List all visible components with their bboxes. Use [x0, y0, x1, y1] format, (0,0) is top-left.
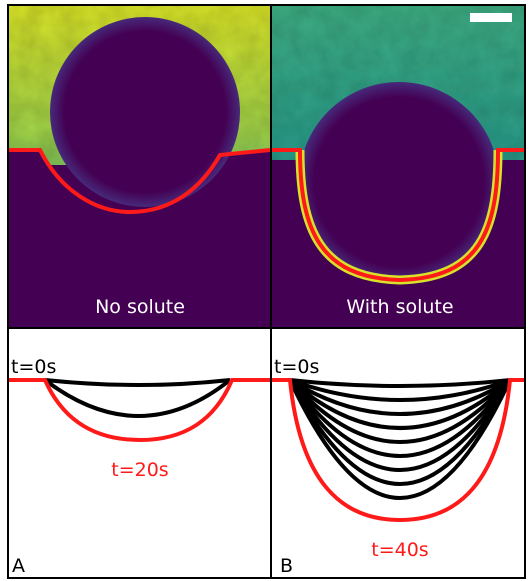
profiles-a [8, 380, 270, 440]
end-label: t=20s [111, 459, 168, 481]
figure: No solute With solute t=0s t=0s t=20s t=… [0, 0, 530, 581]
panel-letter: B [280, 555, 293, 577]
end-label: t=40s [371, 539, 428, 561]
image-label: No solute [95, 296, 185, 318]
image-with-solute [272, 5, 525, 328]
panel-letter: A [12, 555, 25, 577]
start-label: t=0s [11, 356, 56, 378]
profile-curve [290, 380, 510, 386]
image-no-solute [8, 5, 270, 328]
image-label: With solute [346, 296, 453, 318]
profiles-b [272, 380, 525, 520]
scale-bar [470, 13, 512, 22]
start-label: t=0s [274, 356, 319, 378]
